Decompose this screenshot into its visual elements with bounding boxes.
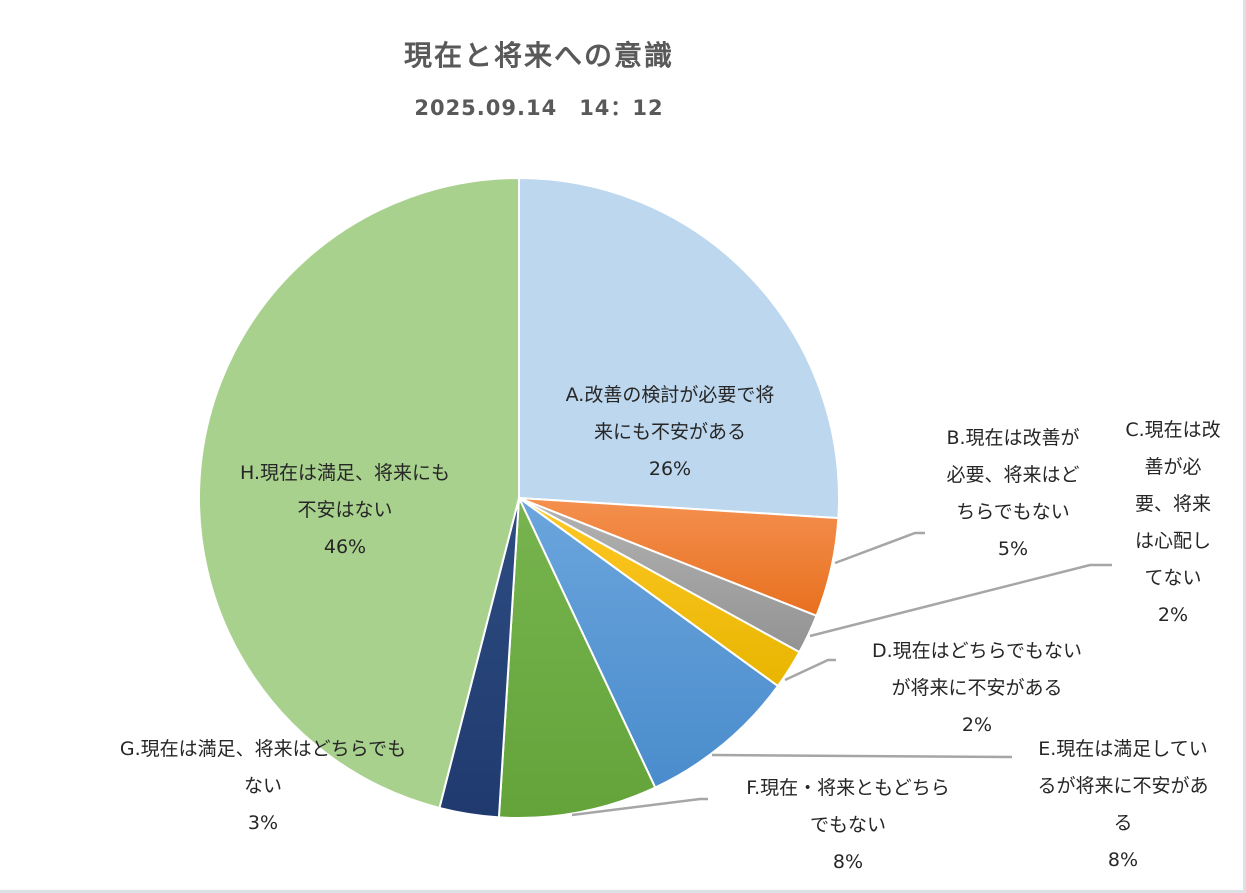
- leader-line-f: [571, 797, 708, 817]
- leader-line-b: [834, 531, 925, 565]
- data-label-h: H.現在は満足、将来にも 不安はない 46%: [240, 462, 450, 558]
- leader-line-d: [784, 658, 836, 682]
- pie-slice-f: [497, 497, 657, 819]
- pie-slices: [198, 176, 840, 819]
- data-label-g: G.現在は満足、将来はどちらでも ない 3%: [119, 738, 407, 834]
- pie-slice-a: [518, 176, 840, 520]
- pie-slice-h: [198, 176, 520, 810]
- leader-line-c: [809, 563, 1112, 638]
- data-label-f: F.現在・将来ともどちら でもない 8%: [746, 777, 950, 873]
- data-label-d: D.現在はどちらでもない が将来に不安がある 2%: [871, 640, 1083, 736]
- data-label-c: C.現在は改 善が必 要、将来 は心配し てない 2%: [1125, 419, 1221, 626]
- data-label-a: A.改善の検討が必要で将 来にも不安がある 26%: [565, 384, 775, 480]
- data-label-e: E.現在は満足してい るが将来に不安があ る 8%: [1037, 738, 1209, 871]
- leader-lines: [571, 531, 1112, 817]
- chart-subtitle: 2025.09.14 14：12: [414, 96, 664, 120]
- leader-line-e: [711, 753, 1012, 759]
- chart-title: 現在と将来への意識: [403, 39, 674, 72]
- data-label-b: B.現在は改善が 必要、将来はど ちらでもない 5%: [946, 427, 1080, 560]
- pie-slice-e: [518, 497, 780, 789]
